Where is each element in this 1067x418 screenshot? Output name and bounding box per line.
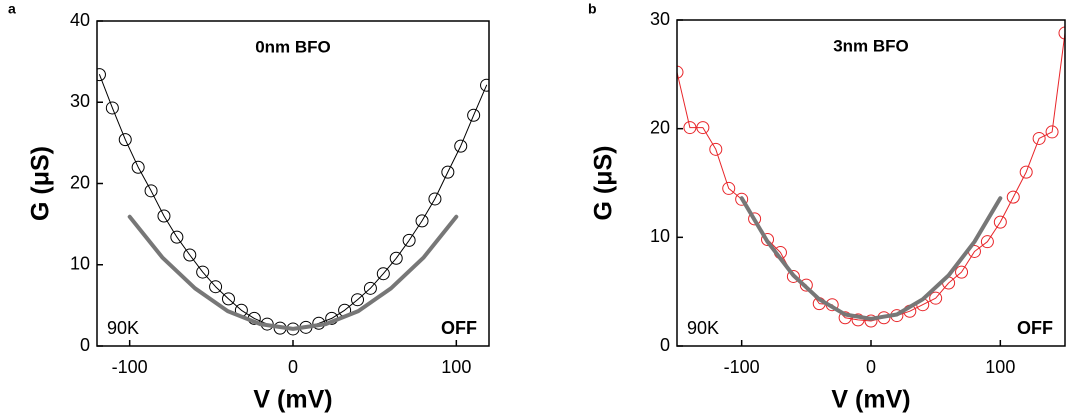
annotation: 90K <box>107 318 139 338</box>
y-tick-label: 0 <box>660 335 670 355</box>
data-point <box>97 68 106 82</box>
data-point <box>851 313 865 327</box>
data-point <box>761 233 775 247</box>
chart-title: 0nm BFO <box>255 37 331 56</box>
data-point <box>735 192 749 206</box>
data-point <box>677 65 684 79</box>
data-line <box>99 74 488 330</box>
data-point <box>1019 165 1033 179</box>
data-point <box>221 292 235 306</box>
data-point <box>993 215 1007 229</box>
data-point <box>183 248 197 262</box>
data-point <box>1045 125 1059 139</box>
data-point <box>363 281 377 295</box>
data-point <box>955 265 969 279</box>
y-tick-label: 10 <box>650 226 670 246</box>
data-point <box>722 181 736 195</box>
x-tick-label: -100 <box>724 357 760 377</box>
data-point <box>131 160 145 174</box>
data-point <box>105 101 119 115</box>
data-point <box>709 142 723 156</box>
data-point <box>170 230 184 244</box>
x-tick-label: 100 <box>985 357 1015 377</box>
y-tick-label: 30 <box>650 9 670 29</box>
data-point <box>428 192 442 206</box>
data-point <box>118 133 132 147</box>
data-point <box>376 267 390 281</box>
x-tick-label: 100 <box>441 357 471 377</box>
annotation: OFF <box>441 318 477 338</box>
data-point <box>351 293 365 307</box>
plot-area <box>97 68 489 336</box>
data-point <box>799 278 813 292</box>
data-point <box>980 235 994 249</box>
chart-title: 3nm BFO <box>833 36 909 55</box>
data-point <box>389 251 403 265</box>
data-point <box>196 265 210 279</box>
data-point <box>144 184 158 198</box>
data-point <box>480 78 489 92</box>
data-point <box>786 269 800 283</box>
plot-area <box>677 26 1065 328</box>
y-tick-label: 0 <box>80 335 90 355</box>
data-point <box>696 121 710 135</box>
y-tick-label: 40 <box>70 10 90 30</box>
data-point <box>209 280 223 294</box>
x-tick-label: 0 <box>288 357 298 377</box>
panel-label: a <box>8 1 16 17</box>
data-point <box>441 165 455 179</box>
data-point <box>415 214 429 228</box>
data-point <box>683 121 697 135</box>
data-point <box>864 314 878 328</box>
y-axis-label: G (μS) <box>590 145 618 220</box>
x-axis-label: V (mV) <box>831 386 910 414</box>
y-tick-label: 30 <box>70 91 90 111</box>
y-tick-label: 20 <box>650 117 670 137</box>
y-tick-label: 10 <box>70 254 90 274</box>
annotation: OFF <box>1017 318 1053 338</box>
data-point <box>402 233 416 247</box>
x-tick-label: -100 <box>112 357 148 377</box>
fit-line <box>127 214 459 331</box>
data-point <box>157 209 171 223</box>
y-tick-label: 20 <box>70 172 90 192</box>
x-axis-label: V (mV) <box>253 386 332 414</box>
data-point <box>454 139 468 153</box>
y-axis-label: G (μS) <box>27 146 55 221</box>
annotation: 90K <box>687 318 719 338</box>
data-point <box>929 291 943 305</box>
plot-frame <box>676 19 1066 347</box>
data-point <box>467 108 481 122</box>
data-point <box>1058 26 1065 40</box>
x-tick-label: 0 <box>866 357 876 377</box>
panel-label: b <box>588 1 597 17</box>
data-point <box>748 212 762 226</box>
plot-frame <box>96 20 490 347</box>
data-point <box>1032 131 1046 145</box>
data-line <box>677 32 1065 322</box>
fit-line <box>739 196 1003 321</box>
data-point <box>1006 190 1020 204</box>
data-point <box>838 311 852 325</box>
